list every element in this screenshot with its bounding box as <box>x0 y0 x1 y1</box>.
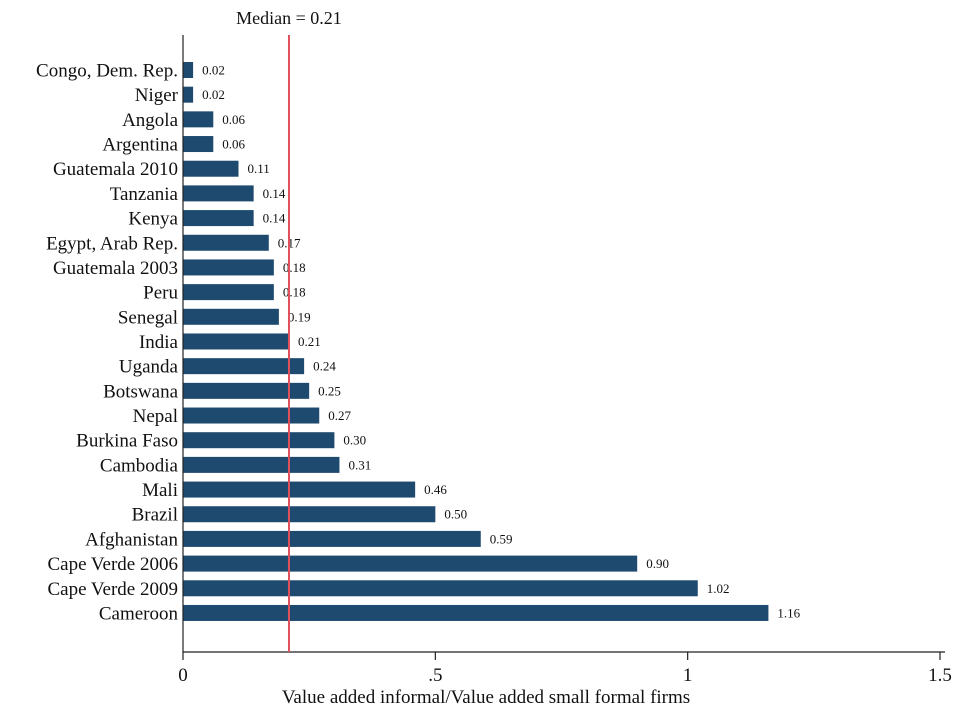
x-axis-title: Value added informal/Value added small f… <box>282 687 690 708</box>
category-label: Cape Verde 2009 <box>47 579 178 600</box>
bar <box>183 333 289 350</box>
bar-value-label: 0.24 <box>313 359 336 374</box>
bar <box>183 160 239 177</box>
bar-value-label: 0.14 <box>263 211 286 226</box>
bar-value-label: 0.50 <box>444 507 467 522</box>
x-axis-ticks: 0 .5 1 1.5 <box>178 652 952 686</box>
category-label: Niger <box>135 85 179 106</box>
bar <box>183 185 254 202</box>
category-label: Egypt, Arab Rep. <box>46 233 178 254</box>
bar <box>183 407 320 424</box>
bar-value-label: 0.06 <box>222 112 245 127</box>
bar-value-label: 0.02 <box>202 87 225 102</box>
x-tick-label: 0 <box>178 665 188 686</box>
bar-value-label: 1.16 <box>777 605 800 620</box>
category-label: India <box>139 332 179 353</box>
bar-value-label: 0.25 <box>318 383 341 398</box>
bar <box>183 456 340 473</box>
bar <box>183 382 310 399</box>
bar <box>183 259 274 276</box>
category-label: Nepal <box>133 406 178 427</box>
bar <box>183 604 769 621</box>
category-label: Peru <box>143 283 178 304</box>
bar-value-label: 0.46 <box>424 482 447 497</box>
bar-value-label: 0.11 <box>248 161 270 176</box>
bar-value-label: 0.90 <box>646 556 669 571</box>
category-label: Kenya <box>128 209 178 230</box>
x-tick-label: 1 <box>683 665 693 686</box>
x-tick-label: .5 <box>428 665 442 686</box>
bar <box>183 111 214 128</box>
category-label: Guatemala 2010 <box>53 159 178 180</box>
bar <box>183 62 194 78</box>
bar-value-label: 0.02 <box>202 63 225 78</box>
bar <box>183 86 194 103</box>
bar <box>183 284 274 301</box>
median-label: Median = 0.21 <box>236 8 342 28</box>
bar <box>183 506 436 523</box>
bar-value-label: 1.02 <box>707 581 730 596</box>
bar <box>183 432 335 449</box>
bar-value-label: 0.14 <box>263 186 286 201</box>
category-label: Angola <box>122 110 179 131</box>
bar-value-label: 0.18 <box>283 260 306 275</box>
bar-value-label: 0.30 <box>343 433 366 448</box>
bars-group <box>183 62 769 621</box>
x-tick-label: 1.5 <box>928 665 952 686</box>
category-label: Afghanistan <box>85 529 178 550</box>
category-label: Tanzania <box>110 184 179 205</box>
category-label: Brazil <box>132 505 178 526</box>
category-label: Cameroon <box>99 603 179 624</box>
bar <box>183 136 214 153</box>
category-label: Congo, Dem. Rep. <box>36 61 178 82</box>
bar <box>183 308 279 325</box>
bar-value-label: 0.18 <box>283 285 306 300</box>
category-label: Argentina <box>102 135 178 156</box>
category-label: Uganda <box>119 357 179 378</box>
bar <box>183 358 305 375</box>
category-label: Cambodia <box>100 455 179 476</box>
bar-value-label: 0.59 <box>490 531 513 546</box>
bar <box>183 530 481 547</box>
bar-value-label: 0.31 <box>348 457 371 472</box>
category-label: Botswana <box>103 381 179 402</box>
category-labels: Congo, Dem. Rep. Niger Angola Argentina Guat… <box>36 61 179 625</box>
bar <box>183 555 638 572</box>
bar-value-label: 0.27 <box>328 408 351 423</box>
category-label: Cape Verde 2006 <box>47 554 178 575</box>
bar-value-label: 0.19 <box>288 309 311 324</box>
bar <box>183 234 269 251</box>
bar <box>183 481 416 498</box>
category-label: Mali <box>142 480 178 501</box>
bar <box>183 210 254 227</box>
bar-value-label: 0.06 <box>222 137 245 152</box>
category-label: Senegal <box>118 307 178 328</box>
category-label: Guatemala 2003 <box>53 258 178 279</box>
bar <box>183 580 698 597</box>
category-label: Burkina Faso <box>76 431 178 452</box>
bar-value-label: 0.21 <box>298 334 321 349</box>
